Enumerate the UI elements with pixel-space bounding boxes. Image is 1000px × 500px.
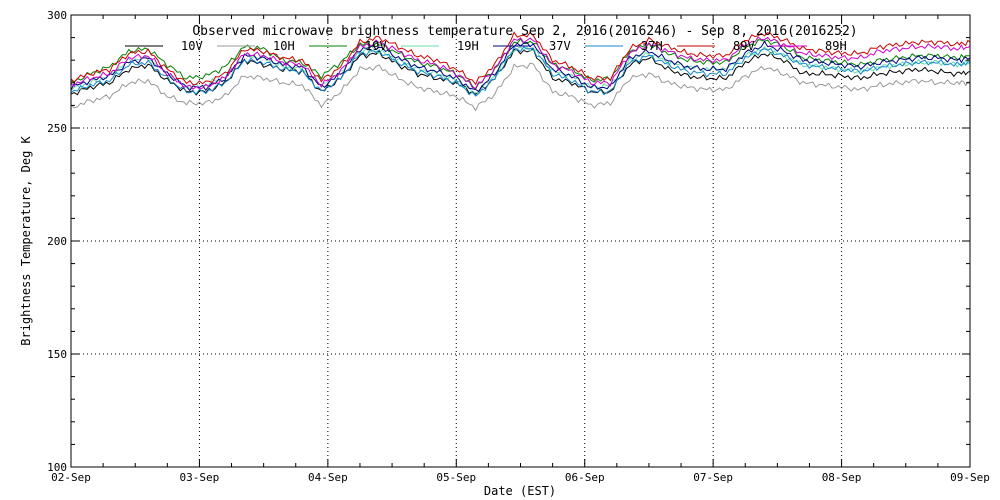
legend-label-10v: 10V xyxy=(181,39,203,53)
x-tick-label: 03-Sep xyxy=(180,471,220,484)
series-line-37h xyxy=(70,45,971,97)
x-tick-label: 05-Sep xyxy=(436,471,476,484)
x-tick-label: 04-Sep xyxy=(308,471,348,484)
legend-label-37v: 37V xyxy=(549,39,571,53)
series-line-10h xyxy=(70,62,971,112)
x-tick-label: 08-Sep xyxy=(822,471,862,484)
legend: 10V 10H 19V 19H 37V 37H 89V 89H xyxy=(125,39,847,53)
x-tick-label: 02-Sep xyxy=(51,471,91,484)
y-tick-labels: 100 150 200 250 300 xyxy=(47,9,67,474)
x-axis-label: Date (EST) xyxy=(484,484,556,498)
legend-label-89h: 89H xyxy=(825,39,847,53)
axis-ticks xyxy=(70,14,971,468)
y-tick-label: 100 xyxy=(47,461,67,474)
chart-title: Observed microwave brightness temperatur… xyxy=(192,24,857,39)
x-tick-label: 07-Sep xyxy=(693,471,733,484)
series-lines xyxy=(70,31,971,112)
y-tick-label: 200 xyxy=(47,235,67,248)
legend-label-19h: 19H xyxy=(457,39,479,53)
grid-lines xyxy=(71,15,970,467)
series-line-89v xyxy=(70,31,971,86)
series-line-89h xyxy=(70,36,971,90)
y-tick-label: 300 xyxy=(47,9,67,22)
legend-label-89v: 89V xyxy=(733,39,755,53)
x-tick-labels: 02-Sep 03-Sep 04-Sep 05-Sep 06-Sep 07-Sep 08-S… xyxy=(51,471,990,484)
y-axis-label: Brightness Temperature, Deg K xyxy=(19,135,33,345)
legend-label-10h: 10H xyxy=(273,39,295,53)
y-tick-label: 250 xyxy=(47,122,67,135)
y-tick-label: 150 xyxy=(47,348,67,361)
x-tick-label: 09-Sep xyxy=(950,471,990,484)
x-tick-label: 06-Sep xyxy=(565,471,605,484)
legend-label-19v: 19V xyxy=(365,39,387,53)
series-line-37v xyxy=(70,40,971,93)
legend-label-37h: 37H xyxy=(641,39,663,53)
